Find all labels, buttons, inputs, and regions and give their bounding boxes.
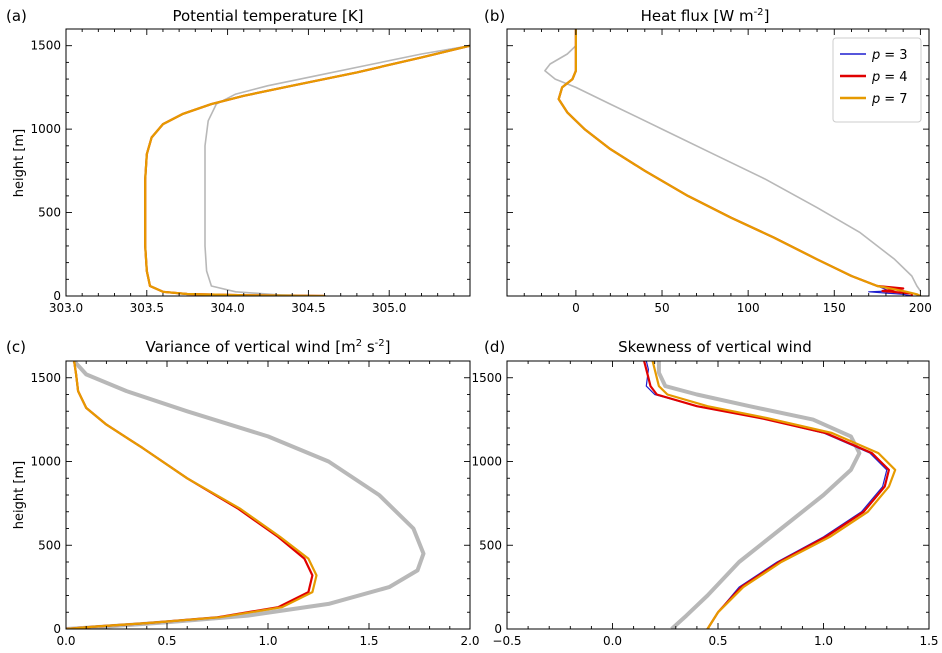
legend-p7-var: p xyxy=(871,92,880,107)
panel-b-xtick-label: 150 xyxy=(823,301,846,315)
panel-c-series-p4 xyxy=(66,361,314,629)
panel-b-title-main: Heat flux [W m xyxy=(641,7,754,25)
panel-c-series-p3 xyxy=(66,361,313,629)
panel-a-ytick-label: 1500 xyxy=(30,39,61,53)
panel-c-ytick-label: 1000 xyxy=(30,455,61,469)
panel-c-xtick-label: 1.5 xyxy=(359,634,378,648)
panel-a-ytick-label: 0 xyxy=(53,289,61,303)
panel-a-title: Potential temperature [K] xyxy=(172,7,363,25)
panel-b-xtick-label: 100 xyxy=(737,301,760,315)
panel-a-ylabel: height [m] xyxy=(12,129,27,197)
panel-c: (c) Variance of vertical wind [m2 s-2] h… xyxy=(6,338,391,529)
panel-b-title-end: ] xyxy=(764,7,770,25)
legend: p = 3 p = 4 p = 7 xyxy=(832,37,922,123)
panel-d-ytick-label: 500 xyxy=(479,538,502,552)
panel-d-reference-curve xyxy=(656,361,862,629)
panel-d: (d) Skewness of vertical wind xyxy=(484,338,812,356)
panel-d-series-p4 xyxy=(643,361,890,629)
panel-c-ylabel: height [m] xyxy=(12,461,27,529)
panel-d-xtick-label: −0.5 xyxy=(492,634,521,648)
legend-p4-var: p xyxy=(871,70,880,85)
panel-a-ytick-label: 500 xyxy=(38,206,61,220)
panel-a-xtick-label: 305.0 xyxy=(372,301,406,315)
panel-c-ytick-label: 0 xyxy=(53,622,61,636)
panel-d-xtick-label: 1.5 xyxy=(919,634,938,648)
panel-a-frame xyxy=(65,28,471,297)
panel-c-letter: (c) xyxy=(6,338,26,356)
panel-c-frame xyxy=(65,360,471,630)
panel-c-xtick-label: 2.0 xyxy=(460,634,479,648)
panel-a-xtick-label: 304.0 xyxy=(210,301,244,315)
panel-c-series-p7 xyxy=(66,361,318,629)
panel-d-xtick-label: 1.0 xyxy=(814,634,833,648)
panel-b-reference-curve xyxy=(544,29,922,292)
panel-d-xtick-label: 0.0 xyxy=(603,634,622,648)
panel-c-title-end: ] xyxy=(385,338,391,356)
panel-c-title-main: Variance of vertical wind [m xyxy=(146,338,356,356)
panel-b-title: Heat flux [W m-2] xyxy=(641,7,770,25)
panel-b-series-p7 xyxy=(557,29,922,296)
panel-c-title-mid: s xyxy=(362,338,375,356)
legend-p4-eq: = 4 xyxy=(884,70,907,85)
panel-b-title-sup: -2 xyxy=(754,7,764,18)
panel-c-title-sup2: -2 xyxy=(375,338,385,349)
panel-d-series-p3 xyxy=(645,361,888,629)
panel-a-ytick-label: 1000 xyxy=(30,122,61,136)
panel-c-xtick-label: 0.5 xyxy=(157,634,176,648)
panel-d-ytick-label: 1500 xyxy=(471,371,502,385)
legend-box xyxy=(832,37,922,123)
legend-p3-eq: = 3 xyxy=(884,48,907,63)
panel-c-plot: 0.0 0.5 1.0 1.5 2.0 0 500 1000 1500 xyxy=(30,360,480,648)
panel-b-letter: (b) xyxy=(484,7,505,25)
panel-b-xtick-label: 50 xyxy=(654,301,669,315)
legend-label-p3: p = 3 xyxy=(871,48,908,63)
panel-d-series-p7 xyxy=(651,361,897,629)
panel-d-ytick-label: 0 xyxy=(494,622,502,636)
panel-a: (a) Potential temperature [K] height [m] xyxy=(6,7,364,197)
panel-c-reference-curve xyxy=(66,361,426,629)
panel-c-ytick-label: 1500 xyxy=(30,371,61,385)
panel-a-xtick-label: 303.0 xyxy=(49,301,83,315)
panel-d-xtick-label: 0.5 xyxy=(708,634,727,648)
panel-d-title: Skewness of vertical wind xyxy=(618,338,812,356)
panel-b: (b) Heat flux [W m-2] xyxy=(484,7,769,25)
legend-label-p4: p = 4 xyxy=(871,70,908,85)
panel-c-ytick-label: 500 xyxy=(38,538,61,552)
panel-c-title: Variance of vertical wind [m2 s-2] xyxy=(146,338,391,356)
panel-c-xtick-label: 0.0 xyxy=(56,634,75,648)
panel-b-xtick-label: 200 xyxy=(909,301,932,315)
panel-a-letter: (a) xyxy=(6,7,27,25)
panel-c-xtick-label: 1.0 xyxy=(258,634,277,648)
panel-d-letter: (d) xyxy=(484,338,505,356)
panel-a-reference-curve xyxy=(204,44,470,296)
legend-label-p7: p = 7 xyxy=(871,92,908,107)
panel-c-title-sup: 2 xyxy=(356,338,362,349)
panel-d-ytick-label: 1000 xyxy=(471,455,502,469)
panel-b-plot: 0 50 100 150 200 xyxy=(506,28,932,315)
legend-p3-var: p xyxy=(871,48,880,63)
panel-d-plot: −0.5 0.0 0.5 1.0 1.5 0 500 1000 1500 xyxy=(471,360,939,648)
panel-a-series-p7 xyxy=(144,44,470,296)
panel-a-plot: 303.0 303.5 304.0 304.5 305.0 0 500 1000 1500 xyxy=(30,28,471,315)
legend-p7-eq: = 7 xyxy=(884,92,907,107)
panel-a-xtick-label: 303.5 xyxy=(130,301,164,315)
panel-b-xtick-label: 0 xyxy=(572,301,580,315)
panel-a-xtick-label: 304.5 xyxy=(291,301,325,315)
